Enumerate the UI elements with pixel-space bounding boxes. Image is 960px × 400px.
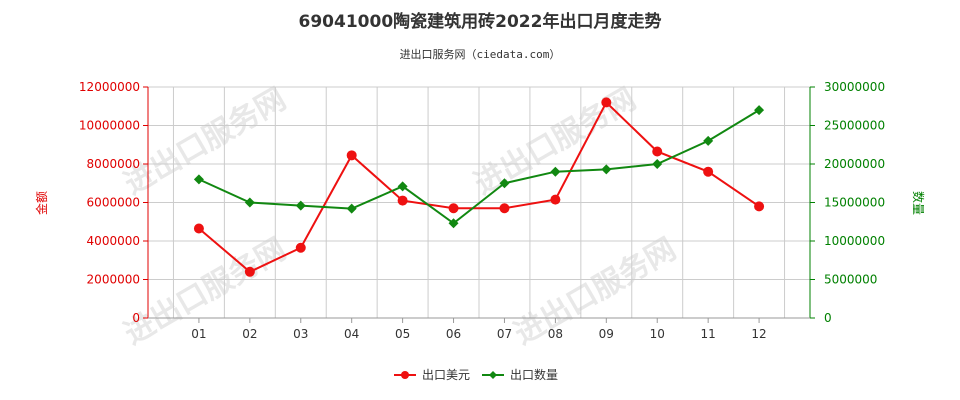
series-2-point-08 (550, 166, 561, 177)
series-2-point-12 (754, 105, 765, 116)
x-tick-label-06: 06 (446, 327, 461, 341)
left-tick-label-6: 12000000 (79, 80, 140, 94)
right-tick-label-0: 0 (824, 311, 832, 325)
series-2-point-06 (448, 218, 459, 229)
grid (148, 86, 810, 319)
x-tick-label-01: 01 (191, 327, 206, 341)
x-tick-label-09: 09 (599, 327, 614, 341)
series-2-line (198, 109, 760, 225)
left-tick-label-1: 2000000 (87, 273, 140, 287)
series-1-point-08 (550, 194, 561, 205)
series-2-point-03 (295, 200, 306, 211)
series-1-point-05 (397, 195, 408, 206)
series-1-point-10 (652, 146, 663, 157)
series-layer (193, 97, 765, 277)
series-2-point-10 (652, 159, 663, 169)
x-tick-label-02: 02 (242, 327, 257, 341)
right-tick-label-1: 5000000 (824, 273, 877, 287)
x-axis: 01 02 03 04 05 06 07 08 09 10 11 12 (148, 317, 810, 341)
series-2-point-01 (193, 174, 204, 185)
series-1-point-03 (295, 242, 306, 253)
x-tick-label-08: 08 (548, 327, 563, 341)
series-2 (193, 105, 765, 229)
left-tick-label-2: 4000000 (87, 234, 140, 248)
series-1-point-12 (754, 201, 765, 212)
series-1-point-04 (346, 150, 357, 161)
legend-marker-2 (489, 371, 497, 379)
left-tick-label-4: 8000000 (87, 157, 140, 171)
watermark-text-1: 进出口服务网 (119, 82, 292, 202)
x-tick-label-04: 04 (344, 327, 359, 341)
series-1-point-02 (244, 266, 255, 277)
left-axis-label: 金额 (34, 191, 49, 215)
x-tick-label-05: 05 (395, 327, 410, 341)
legend-label-1: 出口美元 (422, 368, 470, 382)
series-2-point-02 (244, 197, 255, 208)
right-axis-label: 数量 (911, 191, 926, 215)
legend-item-2: 出口数量 (482, 367, 558, 382)
left-y-axis: 0 2000000 4000000 6000000 8000000 10000000 120… (79, 80, 149, 325)
chart-subtitle: 进出口服务网（ciedata.com） (400, 47, 561, 61)
legend-marker-1 (401, 371, 409, 379)
series-2-point-04 (346, 203, 357, 214)
right-tick-label-2: 10000000 (824, 234, 885, 248)
x-tick-label-03: 03 (293, 327, 308, 341)
series-1-point-09 (601, 97, 612, 108)
legend-label-2: 出口数量 (510, 367, 558, 382)
x-tick-label-12: 12 (751, 327, 766, 341)
x-tick-label-10: 10 (650, 327, 665, 341)
series-1-point-07 (499, 203, 510, 214)
series-1-point-06 (448, 203, 459, 214)
right-y-axis: 0 5000000 10000000 15000000 20000000 25000000… (809, 80, 885, 325)
chart-title: 69041000陶瓷建筑用砖2022年出口月度走势 (299, 11, 662, 32)
right-tick-label-3: 15000000 (824, 196, 885, 210)
series-1-point-11 (703, 166, 714, 177)
series-2-point-07 (499, 178, 510, 189)
series-1-line (198, 100, 760, 273)
right-tick-label-5: 25000000 (824, 119, 885, 133)
left-tick-label-0: 0 (132, 311, 140, 325)
legend: 出口美元 出口数量 (394, 367, 558, 382)
x-tick-label-11: 11 (701, 327, 716, 341)
x-tick-label-07: 07 (497, 327, 512, 341)
left-tick-label-5: 10000000 (79, 119, 140, 133)
series-2-point-09 (601, 164, 612, 175)
series-2-point-11 (703, 135, 714, 146)
right-tick-label-6: 30000000 (824, 80, 885, 94)
series-1 (193, 97, 765, 277)
legend-item-1: 出口美元 (394, 368, 470, 382)
series-1-point-01 (193, 223, 204, 234)
series-2-point-05 (397, 181, 408, 192)
right-tick-label-4: 20000000 (824, 157, 885, 171)
left-tick-label-3: 6000000 (87, 196, 140, 210)
watermark-text-2: 进出口服务网 (469, 82, 642, 202)
